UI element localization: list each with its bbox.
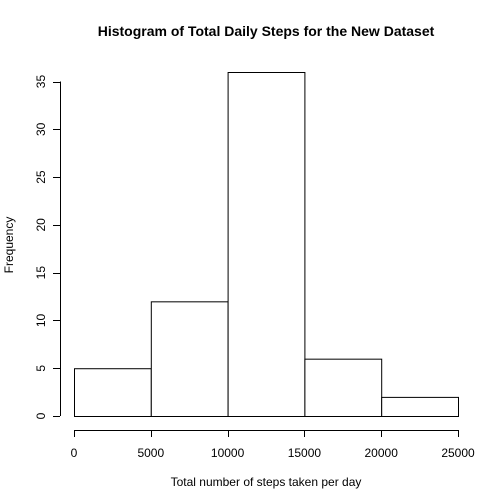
x-tick-label-4: 20000 bbox=[365, 446, 399, 460]
chart-title: Histogram of Total Daily Steps for the N… bbox=[98, 23, 435, 39]
histogram-bar-3 bbox=[304, 358, 383, 417]
y-tick-label-5: 25 bbox=[34, 170, 48, 184]
histogram-bar-4 bbox=[381, 396, 460, 417]
x-tick-label-0: 0 bbox=[71, 446, 78, 460]
y-tick-label-7: 35 bbox=[34, 75, 48, 89]
x-tick-label-5: 25000 bbox=[441, 446, 475, 460]
x-tick-label-1: 5000 bbox=[137, 446, 164, 460]
y-tick-label-1: 5 bbox=[34, 365, 48, 372]
y-tick-label-3: 15 bbox=[34, 266, 48, 280]
x-axis-label: Total number of steps taken per day bbox=[171, 475, 362, 489]
y-tick-label-2: 10 bbox=[34, 313, 48, 327]
y-tick-label-6: 30 bbox=[34, 122, 48, 136]
y-axis: 0 5 10 15 20 25 30 35 bbox=[34, 75, 61, 419]
bars-group bbox=[74, 72, 460, 418]
histogram-bar-0 bbox=[74, 368, 152, 418]
x-tick-label-2: 10000 bbox=[211, 446, 245, 460]
x-axis: 0 5000 10000 15000 20000 25000 bbox=[71, 430, 475, 460]
y-tick-label-0: 0 bbox=[34, 412, 48, 419]
histogram-bar-2 bbox=[227, 72, 306, 417]
y-axis-label: Frequency bbox=[2, 217, 16, 274]
histogram-bar-1 bbox=[150, 301, 229, 418]
y-tick-label-4: 20 bbox=[34, 218, 48, 232]
x-tick-label-3: 15000 bbox=[288, 446, 322, 460]
